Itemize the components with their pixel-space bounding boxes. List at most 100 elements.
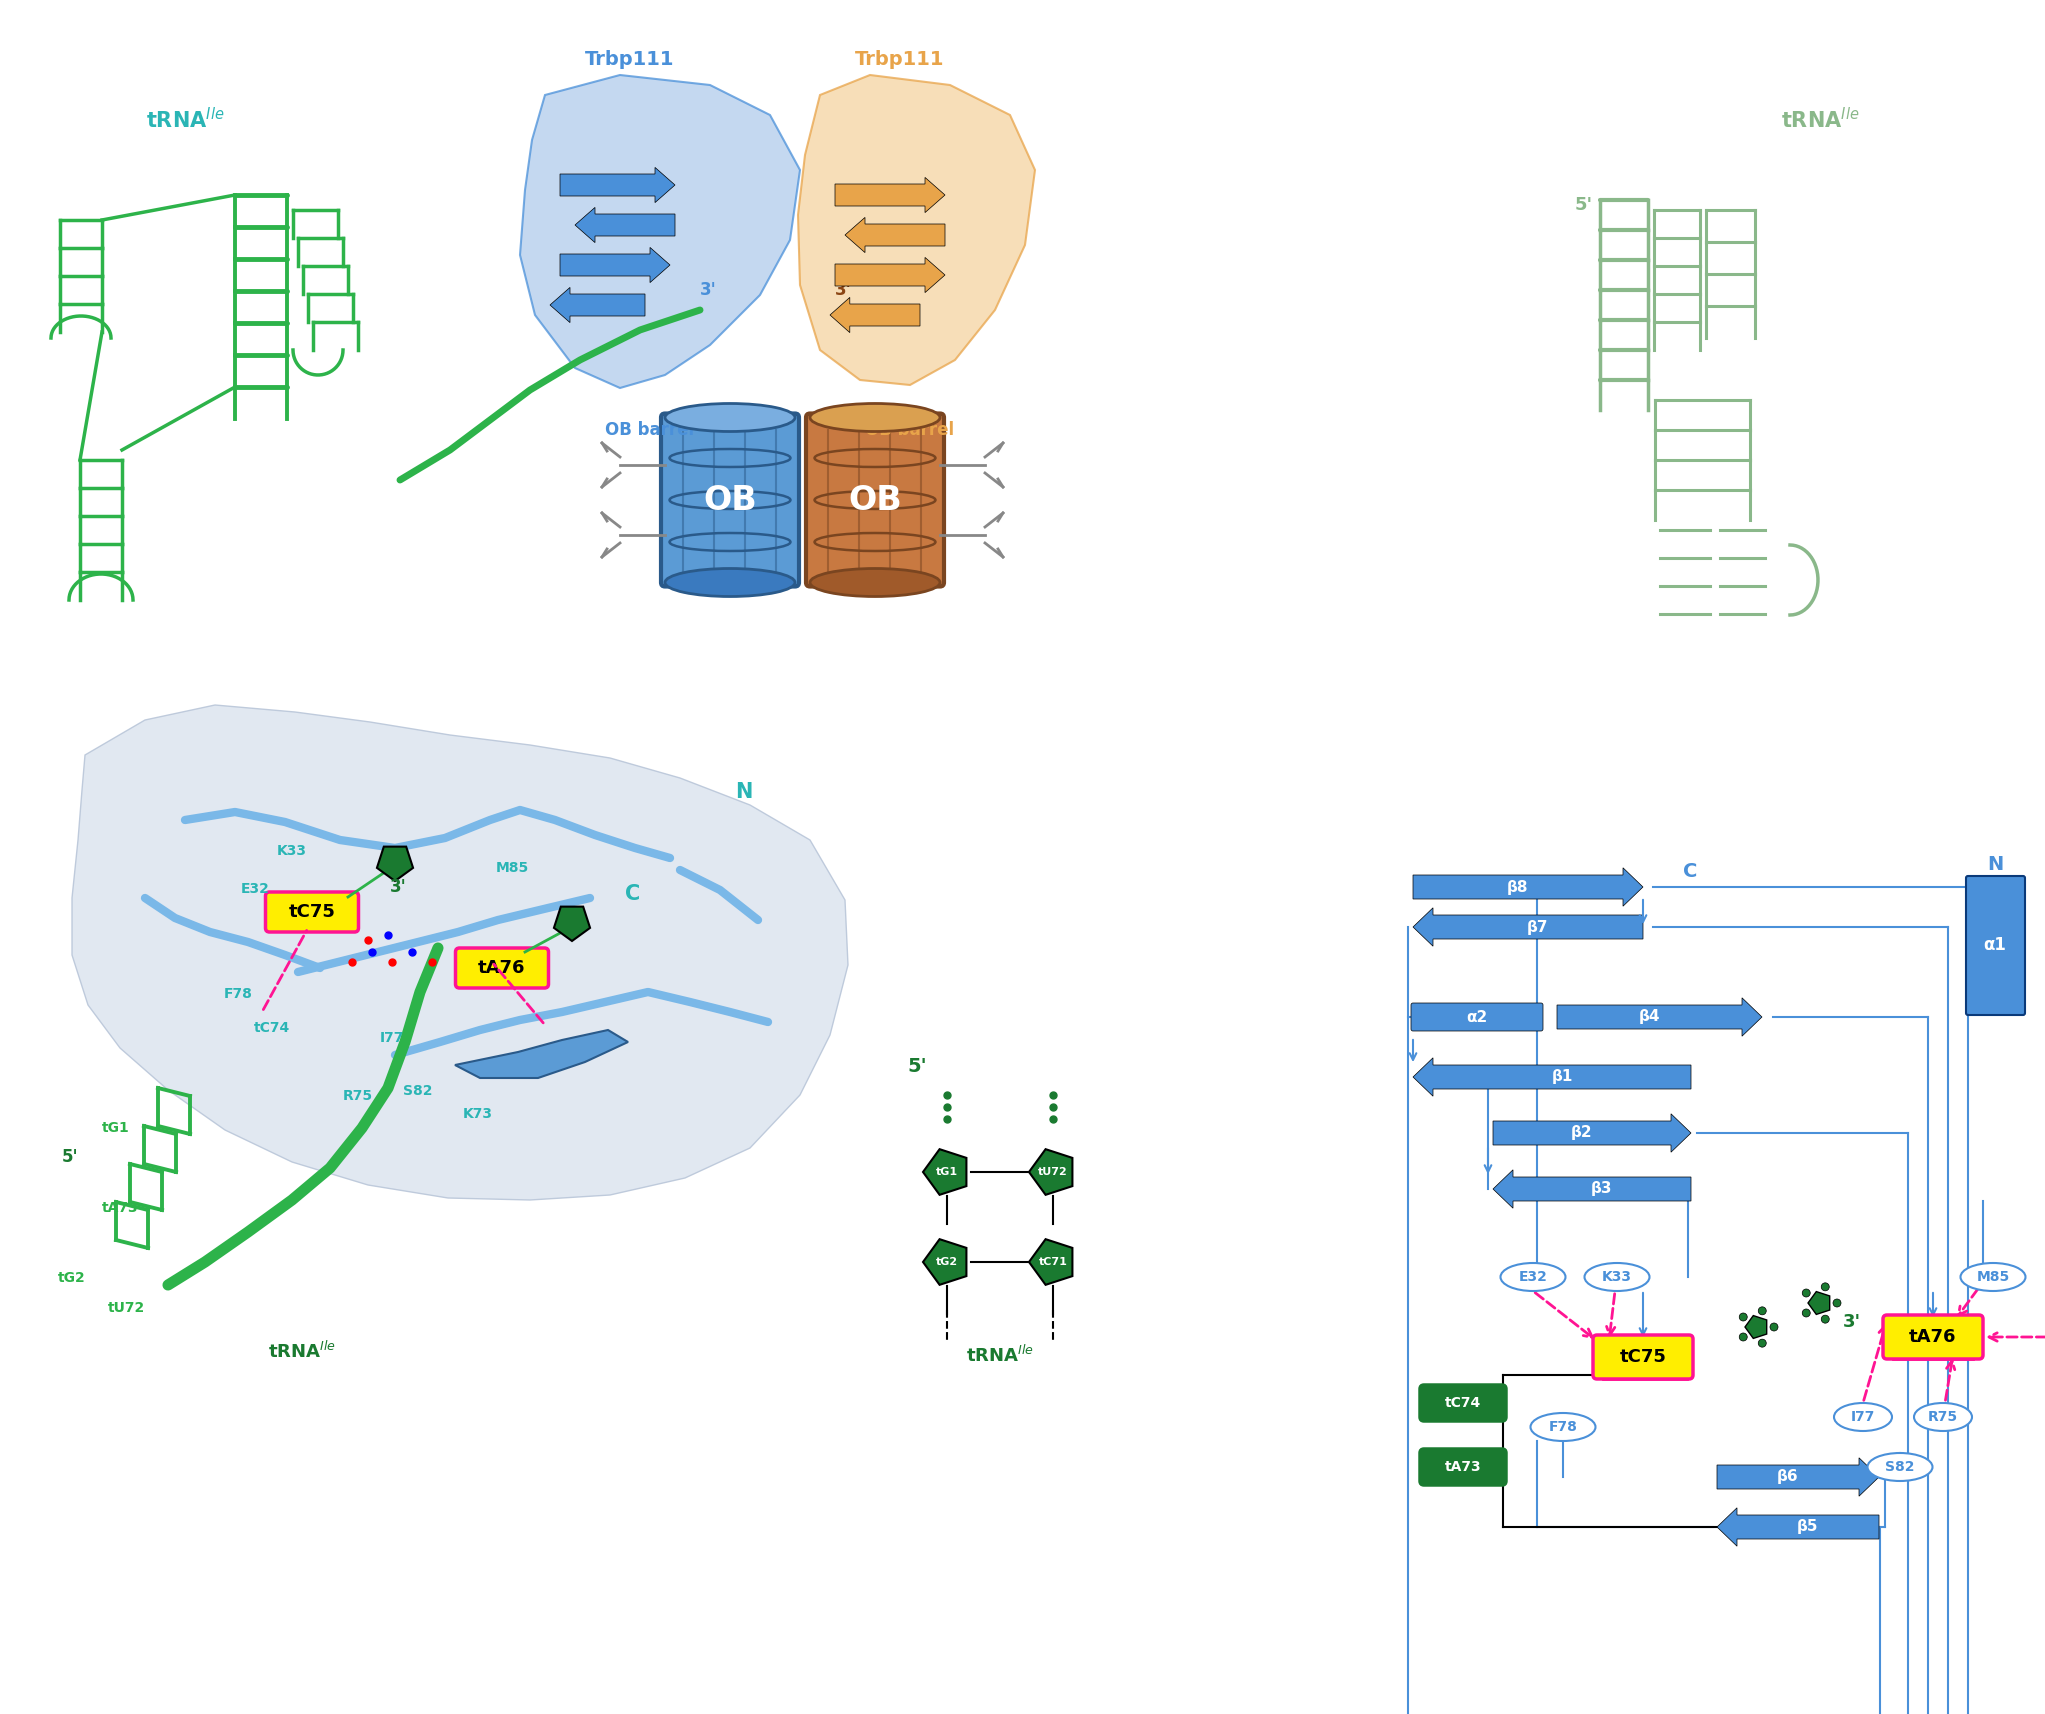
Circle shape bbox=[1802, 1309, 1810, 1316]
FancyBboxPatch shape bbox=[1593, 1335, 1693, 1380]
Polygon shape bbox=[575, 207, 675, 243]
Circle shape bbox=[1822, 1282, 1830, 1291]
Text: I77: I77 bbox=[1851, 1411, 1875, 1424]
Text: OB barrel: OB barrel bbox=[605, 422, 695, 439]
Text: S82: S82 bbox=[1885, 1460, 1914, 1474]
Text: β4: β4 bbox=[1638, 1010, 1661, 1025]
Ellipse shape bbox=[1585, 1263, 1650, 1291]
Polygon shape bbox=[1718, 1508, 1879, 1546]
Text: tA76: tA76 bbox=[479, 960, 526, 977]
Polygon shape bbox=[519, 75, 800, 387]
Text: tA73: tA73 bbox=[1444, 1460, 1481, 1474]
Text: K33: K33 bbox=[276, 843, 307, 859]
Ellipse shape bbox=[1834, 1404, 1892, 1431]
Text: N: N bbox=[1988, 855, 2004, 874]
Polygon shape bbox=[834, 257, 945, 293]
Polygon shape bbox=[845, 218, 945, 252]
Text: M85: M85 bbox=[495, 860, 528, 876]
Circle shape bbox=[1822, 1315, 1830, 1323]
Circle shape bbox=[1771, 1323, 1777, 1332]
Polygon shape bbox=[798, 75, 1035, 386]
Text: Trbp111: Trbp111 bbox=[855, 50, 945, 69]
Text: tA73: tA73 bbox=[102, 1202, 139, 1215]
Text: F78: F78 bbox=[1548, 1419, 1577, 1435]
FancyBboxPatch shape bbox=[266, 891, 358, 932]
Text: tG2: tG2 bbox=[57, 1272, 86, 1286]
Ellipse shape bbox=[1501, 1263, 1566, 1291]
Polygon shape bbox=[834, 178, 945, 213]
Text: C: C bbox=[1683, 862, 1697, 881]
Polygon shape bbox=[1556, 998, 1763, 1037]
Text: β2: β2 bbox=[1571, 1126, 1593, 1140]
Polygon shape bbox=[1493, 1114, 1691, 1152]
Polygon shape bbox=[1493, 1169, 1691, 1208]
Text: R75: R75 bbox=[344, 1088, 372, 1104]
Text: tRNA$^{Ile}$: tRNA$^{Ile}$ bbox=[268, 1340, 335, 1363]
Text: tU72: tU72 bbox=[108, 1301, 145, 1315]
Text: K73: K73 bbox=[462, 1107, 493, 1121]
Ellipse shape bbox=[810, 403, 941, 432]
Text: α1: α1 bbox=[1984, 936, 2006, 955]
Text: 3': 3' bbox=[1843, 1313, 1861, 1332]
Text: K33: K33 bbox=[1601, 1270, 1632, 1284]
Text: M85: M85 bbox=[1975, 1270, 2010, 1284]
Polygon shape bbox=[1413, 908, 1642, 946]
Polygon shape bbox=[1413, 1058, 1691, 1097]
Ellipse shape bbox=[665, 569, 796, 596]
Text: tRNA$^{Ile}$: tRNA$^{Ile}$ bbox=[965, 1345, 1035, 1366]
Polygon shape bbox=[72, 704, 849, 1200]
FancyBboxPatch shape bbox=[1419, 1385, 1505, 1421]
Text: N: N bbox=[734, 782, 753, 802]
Text: β1: β1 bbox=[1552, 1070, 1573, 1085]
Circle shape bbox=[1759, 1306, 1767, 1315]
Text: 3': 3' bbox=[391, 878, 407, 896]
Text: OB barrel: OB barrel bbox=[865, 422, 955, 439]
Circle shape bbox=[1738, 1333, 1746, 1340]
Polygon shape bbox=[550, 288, 644, 322]
Text: E32: E32 bbox=[241, 883, 270, 896]
FancyBboxPatch shape bbox=[456, 948, 548, 987]
Text: α2: α2 bbox=[1466, 1010, 1487, 1025]
Text: F78: F78 bbox=[223, 987, 252, 1001]
Polygon shape bbox=[454, 1030, 628, 1078]
Text: C: C bbox=[626, 884, 640, 903]
Text: tC75: tC75 bbox=[1620, 1347, 1667, 1366]
Ellipse shape bbox=[810, 569, 941, 596]
Text: I77: I77 bbox=[380, 1032, 405, 1046]
Circle shape bbox=[1802, 1289, 1810, 1297]
Text: tC74: tC74 bbox=[254, 1022, 290, 1035]
Polygon shape bbox=[1718, 1459, 1879, 1496]
Text: tRNA$^{Ile}$: tRNA$^{Ile}$ bbox=[1781, 106, 1859, 132]
Ellipse shape bbox=[1914, 1404, 1971, 1431]
Text: tRNA$^{Ile}$: tRNA$^{Ile}$ bbox=[145, 106, 225, 132]
Circle shape bbox=[1832, 1299, 1840, 1308]
Polygon shape bbox=[560, 168, 675, 202]
FancyBboxPatch shape bbox=[1411, 1003, 1544, 1032]
Polygon shape bbox=[1413, 867, 1642, 907]
Text: β3: β3 bbox=[1591, 1181, 1614, 1196]
Text: tU72: tU72 bbox=[1039, 1167, 1067, 1178]
Text: tC71: tC71 bbox=[1039, 1256, 1067, 1267]
Text: tG2: tG2 bbox=[937, 1256, 957, 1267]
Ellipse shape bbox=[665, 403, 796, 432]
Text: E32: E32 bbox=[1519, 1270, 1548, 1284]
FancyBboxPatch shape bbox=[661, 413, 800, 586]
Circle shape bbox=[1738, 1313, 1746, 1321]
Polygon shape bbox=[560, 247, 671, 283]
Text: tG1: tG1 bbox=[937, 1167, 957, 1178]
FancyBboxPatch shape bbox=[1965, 876, 2025, 1015]
Text: tC74: tC74 bbox=[1446, 1395, 1481, 1411]
Text: Trbp111: Trbp111 bbox=[585, 50, 675, 69]
Text: 5': 5' bbox=[1575, 195, 1593, 214]
Text: OB: OB bbox=[703, 483, 757, 516]
Polygon shape bbox=[830, 298, 920, 333]
Text: β6: β6 bbox=[1777, 1469, 1800, 1484]
Text: tC75: tC75 bbox=[288, 903, 335, 920]
Text: 5': 5' bbox=[908, 1058, 926, 1076]
Text: S82: S82 bbox=[403, 1083, 434, 1099]
FancyBboxPatch shape bbox=[806, 413, 945, 586]
Text: β7: β7 bbox=[1528, 919, 1548, 934]
FancyBboxPatch shape bbox=[1419, 1448, 1505, 1484]
FancyBboxPatch shape bbox=[1883, 1315, 1984, 1359]
Text: OB: OB bbox=[849, 483, 902, 516]
